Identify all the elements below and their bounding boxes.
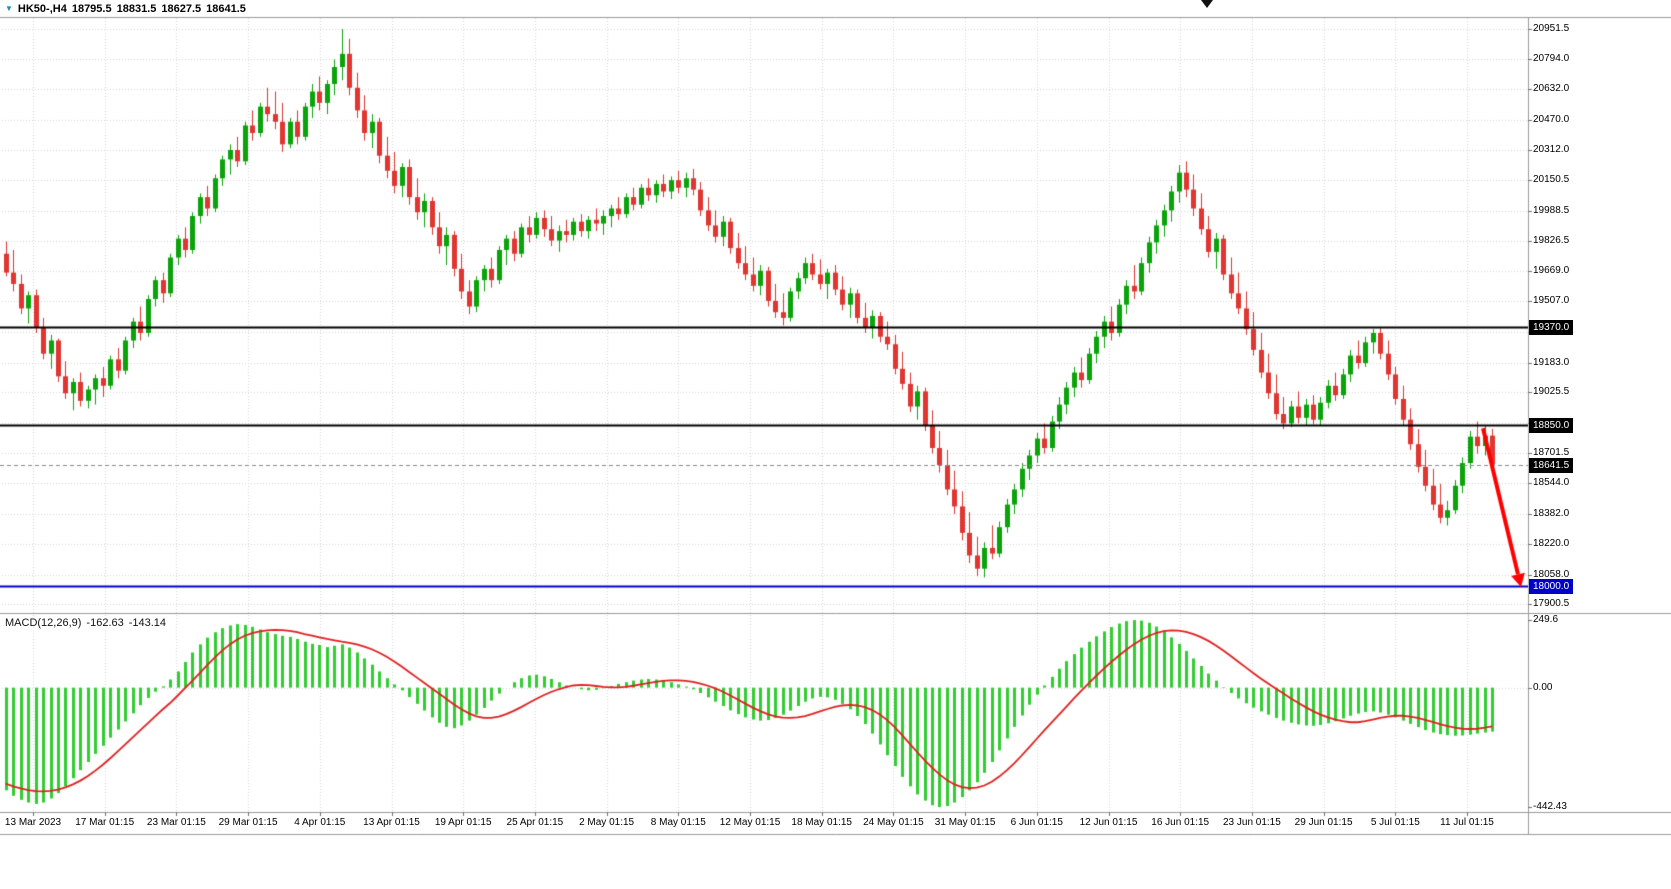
time-tick-label: 13 Apr 01:15 xyxy=(363,817,420,828)
price-tick-label: 17900.5 xyxy=(1533,598,1570,610)
time-tick-label: 8 May 01:15 xyxy=(650,817,706,828)
ohlc-high: 18831.5 xyxy=(116,3,157,15)
price-tick-label: 20951.5 xyxy=(1533,23,1570,35)
price-tick-label: 19025.5 xyxy=(1533,386,1570,398)
time-tick-label: 17 Mar 01:15 xyxy=(75,817,135,828)
time-tick-label: 16 Jun 01:15 xyxy=(1151,817,1210,828)
time-tick-label: 11 Jul 01:15 xyxy=(1440,817,1494,828)
price-tick-label: 20312.0 xyxy=(1533,143,1570,155)
price-tick-label: 20794.0 xyxy=(1533,52,1570,64)
macd-label: MACD(12,26,9) xyxy=(5,617,82,629)
price-tick-label: 18544.0 xyxy=(1533,477,1570,489)
time-tick-label: 24 May 01:15 xyxy=(863,817,924,828)
ohlc-low: 18627.5 xyxy=(161,3,202,15)
macd-signal-value: -143.14 xyxy=(128,617,167,629)
price-tick-label: 18701.5 xyxy=(1533,447,1570,459)
macd-main-value: -162.63 xyxy=(86,617,124,629)
price-tick-label: 18058.0 xyxy=(1533,568,1570,580)
price-tick-label: 19988.5 xyxy=(1533,204,1570,216)
time-tick-label: 23 Jun 01:15 xyxy=(1222,817,1281,828)
macd-tick-label: 249.6 xyxy=(1533,614,1559,626)
time-tick-label: 12 May 01:15 xyxy=(719,817,781,828)
time-tick-label: 12 Jun 01:15 xyxy=(1079,817,1138,828)
price-level-label: 19370.0 xyxy=(1529,320,1574,336)
symbol-marker-icon: ▼ xyxy=(5,4,13,13)
time-tick-label: 29 Mar 01:15 xyxy=(218,817,278,828)
price-tick-label: 19826.5 xyxy=(1533,235,1570,247)
macd-tick-label: 0.00 xyxy=(1533,681,1553,693)
price-tick-label: 19183.0 xyxy=(1533,356,1570,368)
price-level-label: 18000.0 xyxy=(1529,578,1574,594)
price-tick-label: 19669.0 xyxy=(1533,264,1570,276)
time-tick-label: 29 Jun 01:15 xyxy=(1294,817,1353,828)
price-tick-label: 19507.0 xyxy=(1533,295,1570,307)
price-tick-label: 20470.0 xyxy=(1533,113,1570,125)
chart-title: ▼ HK50-,H4 18795.5 18831.5 18627.5 18641.5 xyxy=(5,3,251,15)
time-tick-label: 5 Jul 01:15 xyxy=(1370,817,1420,828)
price-level-label: 18641.5 xyxy=(1529,457,1574,473)
time-tick-label: 2 May 01:15 xyxy=(579,817,635,828)
price-tick-label: 18220.0 xyxy=(1533,538,1570,550)
price-tick-label: 20150.5 xyxy=(1533,174,1570,186)
chart-shift-marker-icon[interactable] xyxy=(1201,0,1213,8)
time-tick-label: 31 May 01:15 xyxy=(934,817,996,828)
ohlc-close: 18641.5 xyxy=(206,3,246,15)
price-level-label: 18850.0 xyxy=(1529,418,1574,434)
symbol-timeframe-label: HK50-,H4 xyxy=(17,3,67,15)
ohlc-open: 18795.5 xyxy=(71,3,112,15)
time-tick-label: 18 May 01:15 xyxy=(791,817,852,828)
macd-tick-label: -442.43 xyxy=(1533,801,1567,813)
time-tick-label: 25 Apr 01:15 xyxy=(506,817,564,828)
time-tick-label: 23 Mar 01:15 xyxy=(146,817,206,828)
time-tick-label: 19 Apr 01:15 xyxy=(434,817,492,828)
time-tick-label: 6 Jun 01:15 xyxy=(1010,817,1063,828)
price-tick-label: 18382.0 xyxy=(1533,507,1570,519)
macd-indicator-label: MACD(12,26,9) -162.63 -143.14 xyxy=(5,617,171,629)
time-tick-label: 13 Mar 2023 xyxy=(4,817,62,828)
time-tick-label: 4 Apr 01:15 xyxy=(294,817,346,828)
price-tick-label: 20632.0 xyxy=(1533,83,1570,95)
